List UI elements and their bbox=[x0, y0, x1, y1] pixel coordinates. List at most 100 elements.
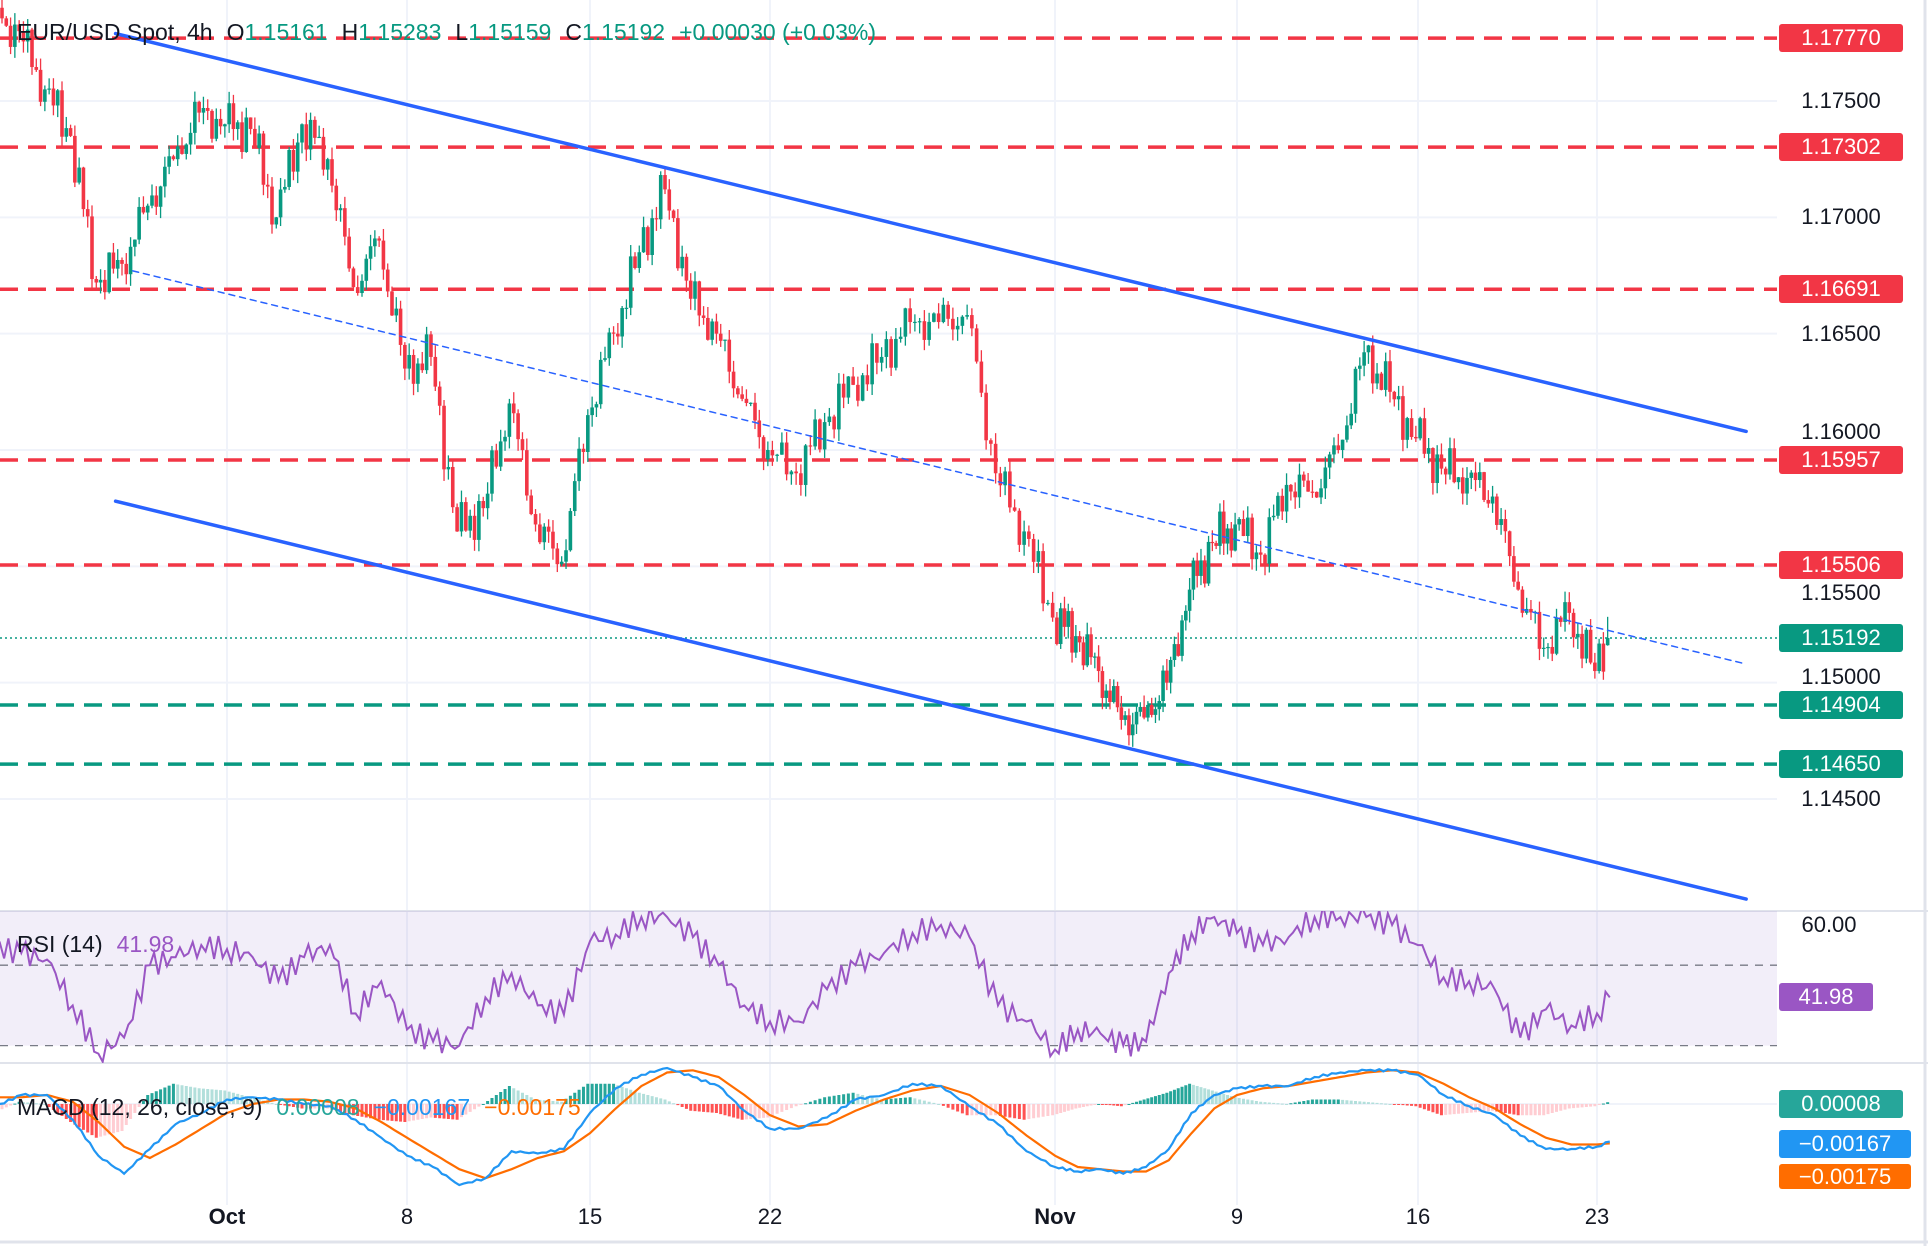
candle-body bbox=[827, 416, 832, 423]
symbol-title[interactable]: EUR/USD Spot, 4h bbox=[17, 19, 213, 45]
candle-body bbox=[1176, 644, 1181, 656]
candle-body bbox=[832, 416, 836, 430]
candle-body bbox=[658, 175, 663, 220]
macd-histogram-bar bbox=[64, 1104, 68, 1119]
candle-body bbox=[637, 252, 642, 268]
candle-body bbox=[442, 405, 446, 470]
macd-histogram-bar bbox=[1444, 1104, 1448, 1115]
macd-histogram-bar bbox=[1452, 1104, 1456, 1115]
candle-body bbox=[1202, 560, 1207, 584]
candle-body bbox=[385, 269, 390, 292]
macd-histogram-bar bbox=[547, 1100, 551, 1104]
candle-body bbox=[1448, 448, 1452, 475]
candle-body bbox=[1520, 589, 1525, 613]
candle-body bbox=[1486, 499, 1491, 504]
candle-body bbox=[253, 128, 257, 149]
macd-histogram-bar bbox=[39, 1103, 43, 1105]
macd-histogram-bar bbox=[51, 1104, 55, 1110]
candle-body bbox=[43, 89, 47, 102]
candle-body bbox=[1571, 612, 1576, 638]
candle-body bbox=[628, 256, 633, 308]
candle-body bbox=[1426, 448, 1431, 454]
candle-body bbox=[1345, 425, 1349, 440]
candle-body bbox=[188, 132, 193, 145]
candle-body bbox=[77, 167, 81, 183]
macd-histogram-bar bbox=[1280, 1103, 1284, 1105]
macd-histogram-bar bbox=[1150, 1097, 1154, 1104]
candle-body bbox=[1340, 439, 1345, 451]
candle-body bbox=[654, 218, 659, 220]
candle-body bbox=[1293, 491, 1297, 498]
macd-histogram-bar bbox=[740, 1104, 744, 1120]
price-axis-tick: 1.16500 bbox=[1801, 320, 1881, 346]
macd-histogram-bar bbox=[420, 1104, 424, 1119]
macd-histogram-bar bbox=[525, 1095, 529, 1104]
macd-histogram-bar bbox=[249, 1097, 253, 1104]
candle-body bbox=[120, 259, 124, 264]
candle-body bbox=[4, 18, 9, 26]
candle-body bbox=[1070, 611, 1074, 653]
candle-body bbox=[1383, 361, 1388, 390]
macd-histogram-bar bbox=[633, 1091, 637, 1104]
macd-histogram-bar bbox=[1017, 1104, 1021, 1119]
candle-body bbox=[646, 227, 650, 255]
macd-histogram-bar bbox=[47, 1104, 51, 1107]
candle-body bbox=[710, 321, 714, 340]
macd-histogram-bar bbox=[283, 1104, 287, 1106]
macd-histogram-bar bbox=[794, 1104, 798, 1107]
candle-body bbox=[1157, 701, 1162, 710]
candle-body bbox=[922, 321, 927, 340]
rsi-title[interactable]: RSI (14) bbox=[17, 931, 103, 957]
macd-histogram-bar bbox=[538, 1099, 542, 1104]
candle-body bbox=[171, 156, 176, 160]
candle-body bbox=[865, 375, 870, 385]
candle-body bbox=[581, 448, 586, 452]
candle-body bbox=[837, 383, 841, 430]
macd-histogram-bar bbox=[30, 1102, 34, 1104]
open-label: O bbox=[226, 19, 245, 45]
macd-histogram-bar bbox=[1246, 1099, 1250, 1104]
macd-histogram-bar bbox=[1112, 1104, 1116, 1106]
candle-body bbox=[917, 321, 922, 323]
candle-body bbox=[1225, 528, 1230, 544]
candle-body bbox=[1055, 617, 1059, 645]
macd-histogram-bar bbox=[381, 1104, 385, 1121]
time-axis-label: 9 bbox=[1230, 1204, 1244, 1229]
candle-body bbox=[770, 450, 775, 456]
candle-body bbox=[1332, 445, 1336, 455]
candle-body bbox=[525, 450, 529, 496]
candle-body bbox=[398, 308, 403, 345]
macd-histogram-bar bbox=[503, 1089, 507, 1104]
macd-histogram-bar bbox=[723, 1104, 727, 1116]
macd-histogram-bar bbox=[642, 1093, 646, 1104]
macd-histogram-bar bbox=[799, 1104, 803, 1105]
macd-histogram-bar bbox=[1003, 1104, 1007, 1117]
macd-histogram-bar bbox=[870, 1097, 874, 1104]
candle-body bbox=[1310, 491, 1315, 493]
candle-body bbox=[1336, 445, 1341, 451]
candle-body bbox=[60, 90, 64, 137]
candle-body bbox=[913, 321, 917, 324]
candle-body bbox=[688, 280, 693, 299]
candle-body bbox=[128, 246, 133, 275]
candle-body bbox=[1358, 365, 1362, 369]
candle-body bbox=[671, 210, 676, 219]
candle-body bbox=[137, 206, 141, 240]
macd-histogram-bar bbox=[789, 1104, 793, 1109]
candle-body bbox=[516, 413, 520, 440]
candle-body bbox=[107, 252, 111, 293]
macd-histogram-bar bbox=[1203, 1088, 1207, 1104]
candle-body bbox=[1601, 643, 1606, 672]
candle-body bbox=[403, 344, 407, 369]
candle-body bbox=[1108, 690, 1112, 703]
candle-body bbox=[507, 403, 512, 437]
macd-histogram-bar bbox=[189, 1086, 193, 1104]
candle-body bbox=[960, 316, 965, 326]
candle-body bbox=[390, 291, 394, 316]
macd-histogram-bar bbox=[1542, 1104, 1546, 1116]
candle-body bbox=[197, 101, 201, 113]
macd-title[interactable]: MACD (12, 26, close, 9) bbox=[17, 1094, 263, 1120]
candle-body bbox=[313, 119, 317, 138]
candle-body bbox=[433, 356, 438, 387]
